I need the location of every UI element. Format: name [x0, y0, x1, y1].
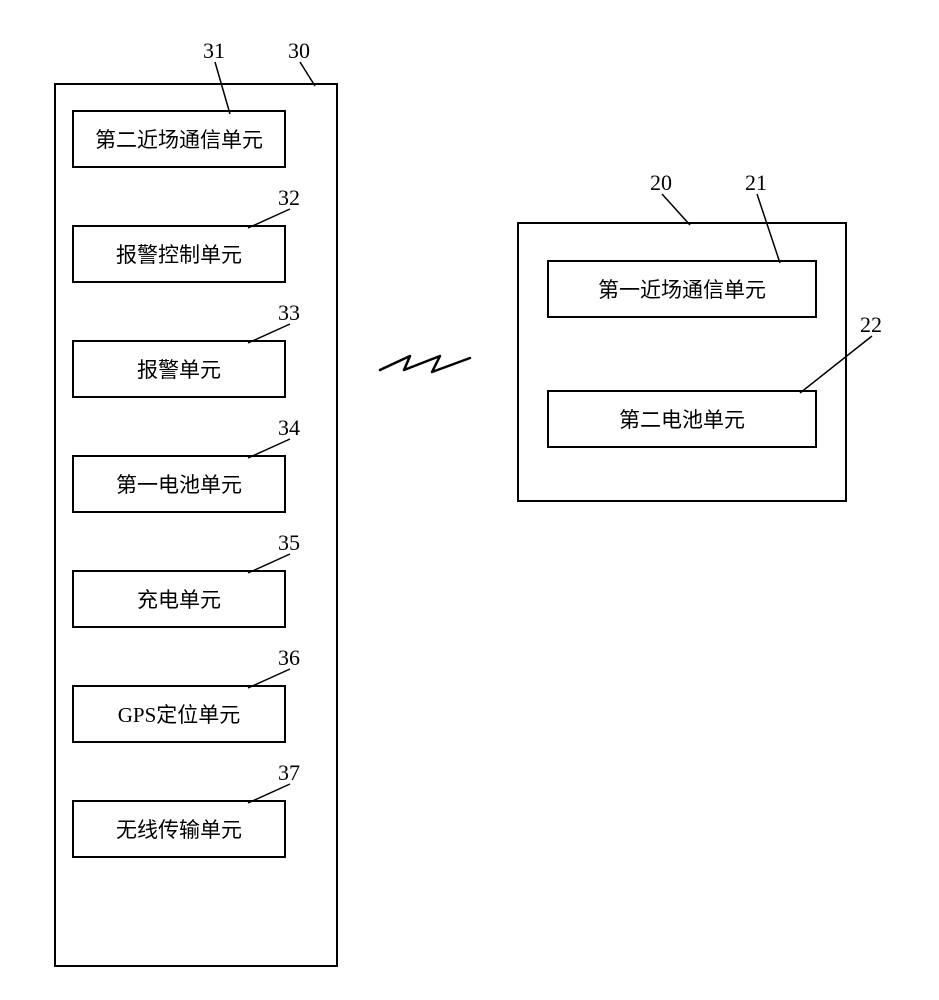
ref-20: 20: [650, 170, 672, 196]
ref-21: 21: [745, 170, 767, 196]
unit-21: 第一近场通信单元: [547, 260, 817, 318]
unit-22-label: 第二电池单元: [619, 404, 745, 434]
unit-31-label: 第二近场通信单元: [95, 124, 263, 154]
ref-31: 31: [203, 38, 225, 64]
ref-35: 35: [278, 530, 300, 556]
unit-37-label: 无线传输单元: [116, 814, 242, 844]
unit-32: 报警控制单元: [72, 225, 286, 283]
unit-32-label: 报警控制单元: [116, 239, 242, 269]
ref-30: 30: [288, 38, 310, 64]
ref-34: 34: [278, 415, 300, 441]
unit-36: GPS定位单元: [72, 685, 286, 743]
ref-36: 36: [278, 645, 300, 671]
unit-21-label: 第一近场通信单元: [598, 274, 766, 304]
unit-34-label: 第一电池单元: [116, 469, 242, 499]
ref-32: 32: [278, 185, 300, 211]
unit-34: 第一电池单元: [72, 455, 286, 513]
unit-33-label: 报警单元: [137, 354, 221, 384]
unit-37: 无线传输单元: [72, 800, 286, 858]
unit-33: 报警单元: [72, 340, 286, 398]
unit-36-label: GPS定位单元: [118, 699, 241, 729]
ref-37: 37: [278, 760, 300, 786]
unit-22: 第二电池单元: [547, 390, 817, 448]
ref-33: 33: [278, 300, 300, 326]
unit-35-label: 充电单元: [137, 584, 221, 614]
ref-22: 22: [860, 312, 882, 338]
unit-35: 充电单元: [72, 570, 286, 628]
unit-31: 第二近场通信单元: [72, 110, 286, 168]
